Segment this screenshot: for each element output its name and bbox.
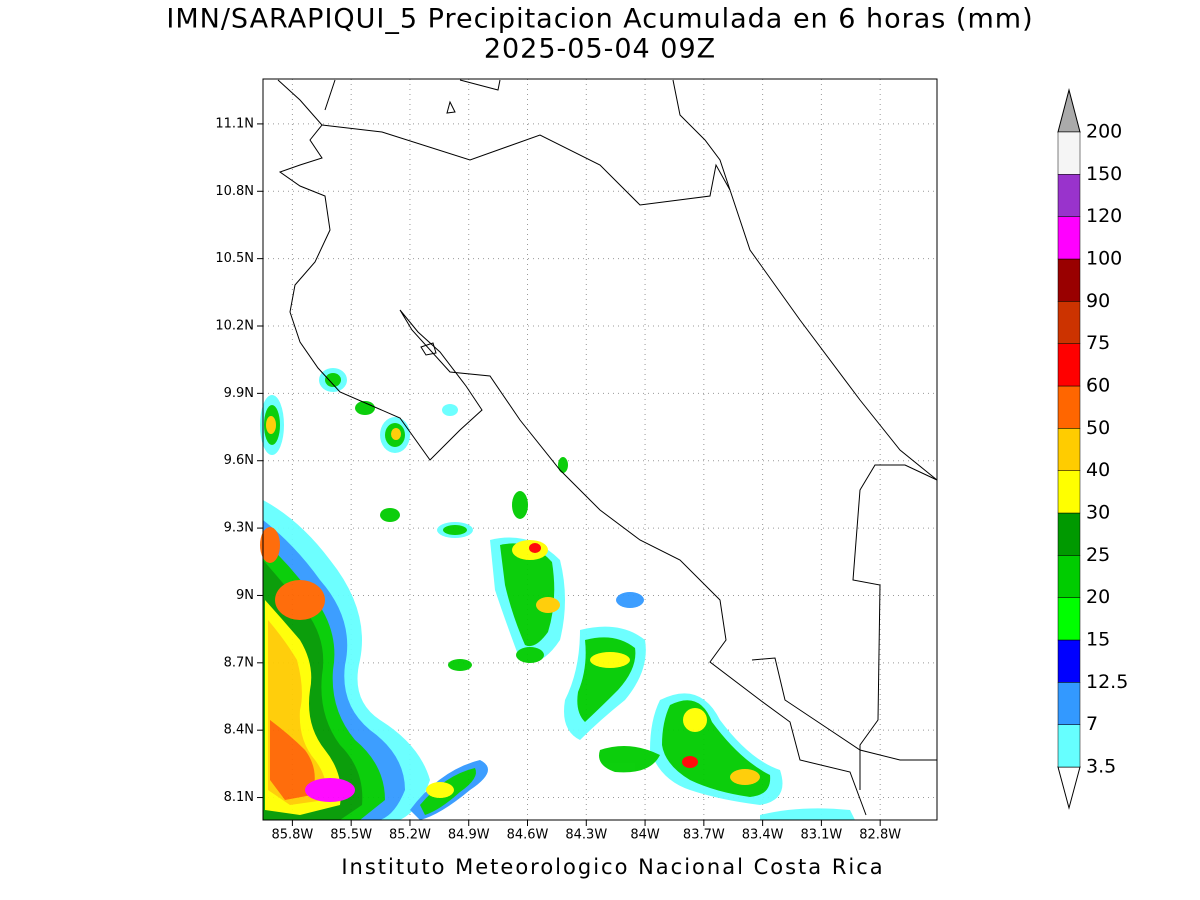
colorbar-under — [1057, 766, 1081, 810]
colorbar-label: 100 — [1086, 248, 1122, 270]
y-tick-label: 10.5N — [215, 251, 254, 266]
y-tick-label: 10.2N — [215, 319, 254, 334]
colorbar-box — [1057, 174, 1081, 217]
colorbar-box — [1057, 682, 1081, 725]
y-tick-label: 11.1N — [215, 116, 254, 131]
x-tick-label: 83.4W — [742, 828, 784, 843]
y-tick-label: 9N — [236, 588, 254, 603]
colorbar-box — [1057, 555, 1081, 598]
y-tick-label: 8.1N — [224, 790, 254, 805]
grid — [263, 79, 937, 820]
axis-ticks: 85.8W 85.5W 85.2W 84.9W 84.6W 84.3W 84W 83.7W 83… — [215, 116, 901, 842]
x-tick-label: 84W — [630, 828, 660, 843]
colorbar-label: 90 — [1086, 290, 1110, 312]
title: IMN/SARAPIQUI_5 Precipitacion Acumulada … — [166, 4, 1033, 35]
plot-area — [260, 78, 938, 821]
colorbar-box — [1057, 216, 1081, 260]
colorbar-box — [1057, 301, 1081, 344]
subtitle: 2025-05-04 09Z — [484, 34, 716, 65]
colorbar-box — [1057, 385, 1081, 429]
x-tick-label: 85.5W — [330, 828, 372, 843]
x-tick-label: 83.7W — [683, 828, 725, 843]
plot-frame — [262, 78, 938, 821]
colorbar-label: 20 — [1086, 586, 1110, 608]
precip-field — [260, 368, 855, 820]
colorbar-box — [1057, 258, 1081, 302]
colorbar-label: 50 — [1086, 417, 1110, 439]
x-tick-label: 85.8W — [271, 828, 313, 843]
colorbar-label: 30 — [1086, 502, 1110, 524]
colorbar-over — [1057, 88, 1081, 133]
colorbar-label: 40 — [1086, 459, 1110, 481]
colorbar-box — [1057, 343, 1081, 387]
y-tick-label: 9.6N — [224, 453, 254, 468]
colorbar-label: 120 — [1086, 205, 1122, 227]
x-tick-label: 84.6W — [507, 828, 549, 843]
x-tick-label: 85.2W — [389, 828, 431, 843]
x-tick-label: 83.1W — [800, 828, 842, 843]
colorbar-label: 3.5 — [1086, 756, 1116, 778]
x-tick-label: 82.8W — [859, 828, 901, 843]
colorbar-label: 7 — [1086, 713, 1098, 735]
colorbar-label: 12.5 — [1086, 671, 1128, 693]
colorbar-box — [1057, 597, 1081, 641]
y-tick-label: 9.9N — [224, 386, 254, 401]
colorbar-label: 60 — [1086, 375, 1110, 397]
colorbar-label: 15 — [1086, 629, 1110, 651]
colorbar-label: 25 — [1086, 544, 1110, 566]
colorbar: 3.5 7 12.5 15 20 25 30 40 50 60 75 90 100 120 150 200 — [1057, 88, 1128, 810]
y-tick-label: 8.7N — [224, 655, 254, 670]
colorbar-box — [1057, 512, 1081, 556]
footer: Instituto Meteorologico Nacional Costa R… — [341, 855, 884, 879]
colorbar-label: 150 — [1086, 163, 1122, 185]
colorbar-label: 200 — [1086, 121, 1122, 143]
colorbar-box — [1057, 724, 1081, 768]
colorbar-box — [1057, 428, 1081, 471]
colorbar-box — [1057, 639, 1081, 683]
x-tick-label: 84.3W — [565, 828, 607, 843]
colorbar-box — [1057, 131, 1081, 175]
y-tick-label: 9.3N — [224, 521, 254, 536]
y-tick-label: 10.8N — [215, 184, 254, 199]
colorbar-label: 75 — [1086, 332, 1110, 354]
y-tick-label: 8.4N — [224, 723, 254, 738]
x-tick-label: 84.9W — [448, 828, 490, 843]
colorbar-box — [1057, 470, 1081, 514]
coastline — [277, 79, 938, 816]
